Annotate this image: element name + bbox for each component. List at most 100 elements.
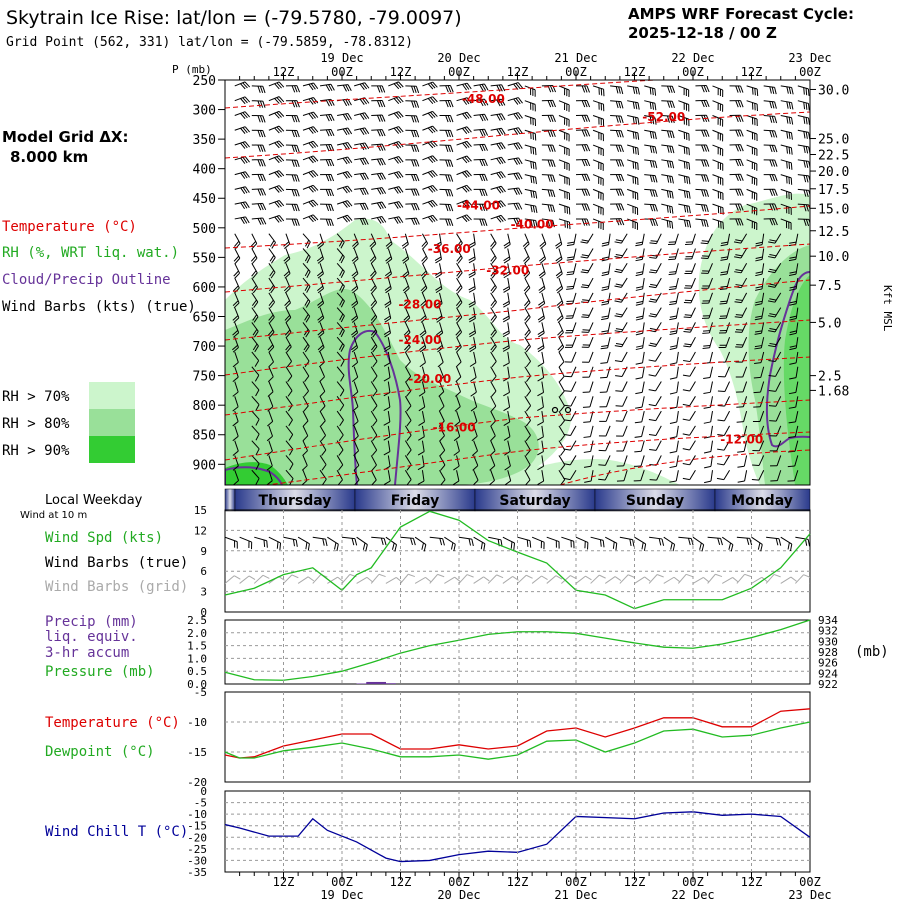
- barb-staff: [387, 366, 391, 378]
- barb-flag: [302, 450, 308, 456]
- barb-flag: [502, 286, 510, 291]
- barb-flag: [406, 420, 412, 427]
- barb-flag: [242, 127, 248, 134]
- barb-staff: [302, 82, 314, 87]
- wind-barb: [405, 144, 420, 152]
- wind-barb: [439, 440, 446, 456]
- barb-staff: [695, 188, 707, 191]
- barb-staff: [234, 307, 240, 319]
- wind-barb: [337, 127, 353, 136]
- barb-flag: [654, 88, 657, 96]
- barb-staff: [795, 248, 799, 260]
- barb-staff: [422, 214, 433, 220]
- barb-staff: [268, 366, 274, 378]
- barb-flag: [601, 244, 609, 247]
- barb-flag: [436, 344, 443, 351]
- barb-staff: [234, 111, 246, 116]
- barb-flag: [615, 390, 623, 392]
- barb-flag: [381, 187, 387, 194]
- wind-barb: [470, 396, 478, 412]
- wind-barb: [729, 129, 744, 137]
- barb-flag: [803, 87, 805, 95]
- barb-flag: [788, 147, 791, 155]
- barb-flag: [683, 190, 686, 198]
- barb-flag: [601, 345, 609, 347]
- barb-flag: [352, 258, 359, 264]
- barb-flag: [491, 301, 497, 309]
- barb-flag: [734, 316, 742, 318]
- wind-barb: [614, 292, 628, 303]
- barb-flag: [703, 85, 708, 93]
- wind-barb: [285, 85, 301, 93]
- barb-flag: [370, 270, 376, 277]
- barb-flag: [262, 217, 267, 225]
- wind-barb: [755, 248, 765, 262]
- barb-flag: [381, 100, 386, 108]
- barb-flag: [598, 478, 606, 481]
- barb-flag: [820, 577, 826, 581]
- barb-staff: [571, 337, 577, 348]
- barb-flag: [503, 421, 511, 426]
- barb-staff: [517, 536, 531, 542]
- wind-barb: [648, 396, 662, 407]
- wind-chill-y-tick-label: -35: [187, 866, 207, 879]
- barb-staff: [319, 410, 326, 421]
- wind-barb: [417, 455, 425, 471]
- barb-flag: [351, 270, 358, 277]
- barb-flag: [484, 83, 489, 91]
- barb-flag: [481, 189, 486, 197]
- barb-flag: [755, 244, 763, 247]
- wind-barb: [456, 155, 472, 164]
- barb-flag: [805, 175, 809, 183]
- barb-staff: [490, 156, 502, 161]
- barb-staff: [524, 159, 536, 164]
- barb-flag: [276, 156, 282, 163]
- barb-flag: [583, 436, 591, 438]
- barb-staff: [456, 307, 463, 318]
- wind-barb: [435, 307, 443, 323]
- barb-staff: [354, 82, 365, 87]
- barb-flag: [278, 185, 285, 192]
- barb-flag: [415, 130, 420, 138]
- barb-staff: [676, 396, 679, 408]
- wind-barb: [336, 233, 345, 249]
- barb-flag: [304, 299, 309, 306]
- barb-flag: [754, 345, 762, 348]
- barb-staff: [319, 307, 325, 319]
- barb-flag: [353, 479, 360, 485]
- barb-flag: [276, 126, 282, 133]
- barb-flag: [318, 347, 325, 353]
- barb-flag: [481, 218, 486, 226]
- barb-staff: [370, 396, 378, 406]
- barb-flag: [649, 218, 654, 226]
- barb-staff: [627, 85, 639, 89]
- barb-staff: [473, 113, 485, 116]
- wind-barb: [614, 248, 628, 259]
- wind-barb: [456, 97, 472, 105]
- barb-flag: [415, 100, 420, 108]
- barb-staff: [541, 470, 545, 482]
- barb-staff: [766, 536, 780, 540]
- barb-staff: [456, 455, 460, 467]
- barb-flag: [635, 391, 643, 395]
- wind-barb: [232, 381, 239, 397]
- wind-barb: [352, 381, 359, 397]
- barb-flag: [671, 86, 676, 93]
- barb-staff: [268, 81, 280, 87]
- barb-flag: [296, 115, 300, 123]
- barb-staff: [320, 143, 332, 146]
- bottom-time-label: 12Z: [390, 875, 412, 889]
- barb-staff: [558, 218, 570, 223]
- wind-barb: [370, 292, 378, 309]
- barb-staff: [488, 536, 502, 541]
- wind-barb: [267, 336, 275, 353]
- barb-staff: [319, 351, 325, 363]
- wind-barb: [422, 185, 438, 193]
- barb-staff: [661, 100, 673, 102]
- barb-flag: [248, 575, 256, 580]
- barb-flag: [614, 360, 622, 363]
- wind-barb: [336, 410, 344, 427]
- barb-staff: [689, 381, 696, 392]
- barb-staff: [421, 248, 428, 259]
- barb-flag: [344, 186, 351, 193]
